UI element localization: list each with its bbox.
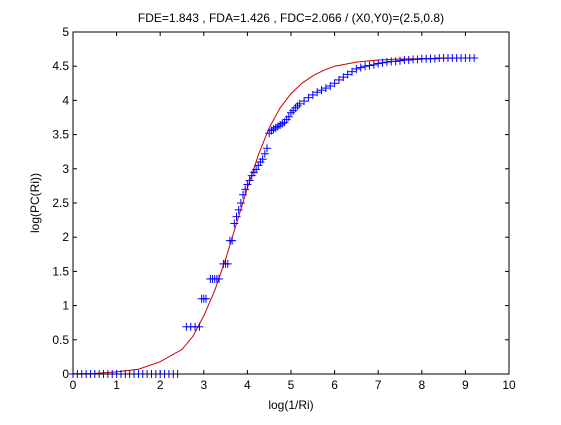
y-tick-label: 1 bbox=[62, 299, 69, 313]
data-point-plus-marker bbox=[201, 294, 210, 303]
data-point-plus-marker bbox=[365, 61, 374, 70]
data-point-plus-marker bbox=[215, 274, 224, 283]
data-point-plus-marker bbox=[304, 93, 313, 102]
data-point-plus-marker bbox=[252, 165, 261, 174]
y-tick-label: 0.5 bbox=[52, 333, 69, 347]
data-point-plus-marker bbox=[245, 176, 254, 185]
data-point-plus-marker bbox=[430, 54, 439, 63]
x-tick-label: 1 bbox=[113, 378, 120, 392]
data-point-plus-marker bbox=[195, 322, 204, 331]
data-point-plus-marker bbox=[369, 60, 378, 69]
data-point-plus-marker bbox=[243, 180, 252, 189]
data-point-plus-marker bbox=[232, 212, 241, 221]
data-point-plus-marker bbox=[334, 75, 343, 84]
markers-layer bbox=[69, 53, 479, 378]
y-axis-label: log(PC(Ri)) bbox=[28, 173, 42, 233]
data-point-plus-marker bbox=[356, 63, 365, 72]
x-axis-label: log(1/Ri) bbox=[268, 398, 313, 412]
y-tick-label: 1.5 bbox=[52, 264, 69, 278]
data-point-plus-marker bbox=[330, 79, 339, 88]
data-point-plus-marker bbox=[234, 205, 243, 214]
fit-line-layer bbox=[72, 57, 475, 375]
ticks-layer: 0 1 2 3 4 5 6 7 8 9 10 0 0.5 1 1.5 2 2.5 3 3.5 4 4.5 5 bbox=[52, 25, 516, 392]
data-point-plus-marker bbox=[326, 82, 335, 91]
data-point-plus-marker bbox=[313, 88, 322, 97]
y-tick-label: 5 bbox=[62, 25, 69, 39]
x-tick-label: 7 bbox=[375, 378, 382, 392]
x-tick-label: 10 bbox=[502, 378, 516, 392]
data-point-plus-marker bbox=[352, 64, 361, 73]
data-point-plus-marker bbox=[228, 236, 237, 245]
y-tick-label: 2.5 bbox=[52, 196, 69, 210]
data-point-plus-marker bbox=[404, 56, 413, 65]
y-tick-label: 3.5 bbox=[52, 128, 69, 142]
y-tick-label: 4 bbox=[62, 93, 69, 107]
data-point-plus-marker bbox=[374, 59, 383, 68]
data-point-plus-marker bbox=[260, 149, 269, 158]
fit-curve-line bbox=[72, 57, 475, 375]
x-tick-label: 0 bbox=[70, 378, 77, 392]
data-point-plus-marker bbox=[382, 58, 391, 67]
data-point-plus-marker bbox=[284, 112, 293, 121]
data-point-plus-marker bbox=[230, 219, 239, 228]
data-point-plus-marker bbox=[378, 58, 387, 67]
data-point-plus-marker bbox=[391, 57, 400, 66]
data-point-plus-marker bbox=[339, 73, 348, 82]
data-point-plus-marker bbox=[295, 99, 304, 108]
x-tick-label: 6 bbox=[331, 378, 338, 392]
chart-title: FDE=1.843 , FDA=1.426 , FDC=2.066 / (X0,… bbox=[138, 11, 444, 25]
x-tick-label: 3 bbox=[200, 378, 207, 392]
data-point-plus-marker bbox=[239, 190, 248, 199]
plot-background bbox=[73, 32, 509, 374]
data-point-plus-marker bbox=[317, 86, 326, 95]
y-tick-label: 4.5 bbox=[52, 59, 69, 73]
data-point-plus-marker bbox=[361, 62, 370, 71]
y-tick-label: 0 bbox=[62, 367, 69, 381]
data-point-plus-marker bbox=[236, 199, 245, 207]
data-point-plus-marker bbox=[343, 70, 352, 79]
x-tick-label: 2 bbox=[157, 378, 164, 392]
x-tick-label: 4 bbox=[244, 378, 251, 392]
x-tick-label: 5 bbox=[288, 378, 295, 392]
data-point-plus-marker bbox=[321, 84, 330, 93]
x-tick-label: 8 bbox=[418, 378, 425, 392]
x-tick-label: 9 bbox=[462, 378, 469, 392]
data-point-plus-marker bbox=[258, 155, 267, 164]
data-point-plus-marker bbox=[396, 56, 404, 65]
data-point-plus-marker bbox=[223, 259, 232, 268]
y-tick-label: 3 bbox=[62, 162, 69, 176]
plot-frame bbox=[72, 31, 510, 375]
data-point-plus-marker bbox=[241, 185, 250, 194]
data-point-plus-marker bbox=[470, 53, 479, 62]
data-point-plus-marker bbox=[308, 90, 317, 99]
data-point-plus-marker bbox=[300, 97, 309, 106]
data-point-plus-marker bbox=[348, 67, 357, 76]
y-tick-label: 2 bbox=[62, 230, 69, 244]
data-point-plus-marker bbox=[263, 144, 272, 153]
data-point-plus-marker bbox=[413, 55, 422, 64]
